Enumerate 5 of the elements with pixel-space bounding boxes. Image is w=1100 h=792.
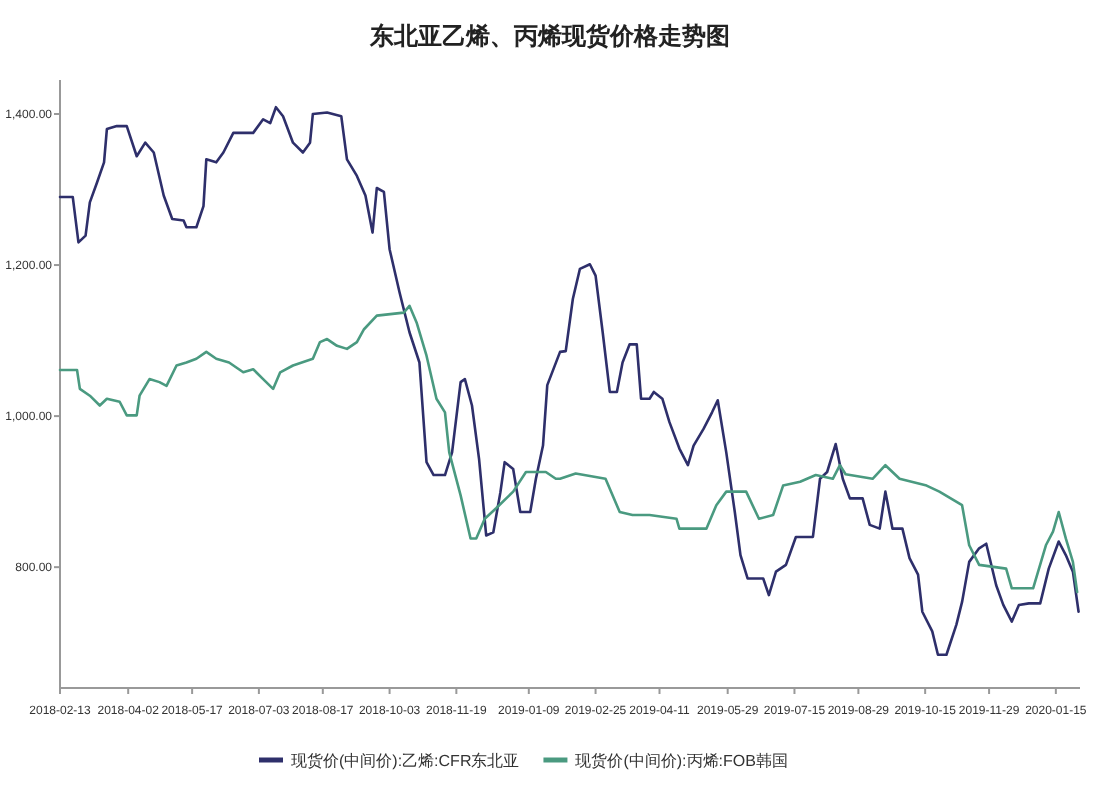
- chart-title: 东北亚乙烯、丙烯现货价格走势图: [368, 22, 730, 50]
- line-series: [58, 105, 1080, 657]
- line-series: [58, 304, 1079, 594]
- legend-label: 现货价(中间价):丙烯:FOB韩国: [575, 752, 788, 770]
- legend-label: 现货价(中间价):乙烯:CFR东北亚: [291, 752, 520, 770]
